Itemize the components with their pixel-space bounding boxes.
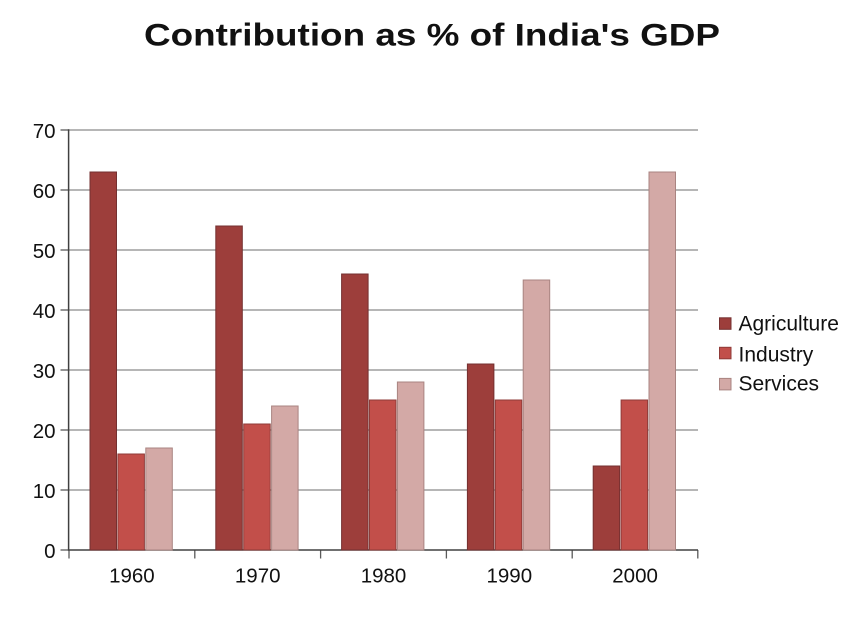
svg-text:2000: 2000 [612,564,658,587]
svg-text:40: 40 [33,300,56,323]
svg-text:60: 60 [33,180,56,203]
svg-text:70: 70 [33,120,56,143]
svg-text:1960: 1960 [109,564,155,587]
svg-text:50: 50 [33,240,56,263]
svg-text:Services: Services [739,372,820,395]
svg-text:20: 20 [33,420,56,443]
svg-text:Industry: Industry [739,344,814,367]
svg-text:1990: 1990 [486,564,532,587]
svg-text:1980: 1980 [361,564,407,587]
svg-text:0: 0 [44,540,55,563]
svg-text:Contribution as % of India's G: Contribution as % of India's GDP [144,17,720,53]
svg-text:30: 30 [33,360,56,383]
svg-text:1970: 1970 [235,564,281,587]
svg-text:Agriculture: Agriculture [739,312,839,335]
svg-text:10: 10 [33,480,56,503]
